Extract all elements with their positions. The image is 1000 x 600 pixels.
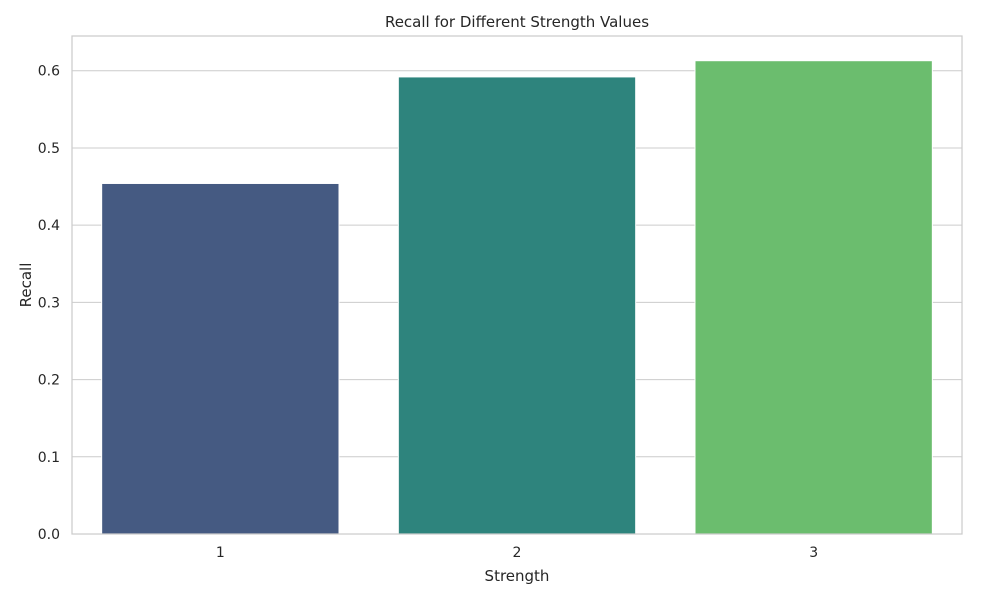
bar [694,60,933,535]
bar [397,76,637,535]
y-axis-label: Recall [17,263,35,308]
x-axis-ticks: 1 2 3 [216,545,818,561]
x-tick-label: 1 [216,545,225,561]
y-tick-label: 0.5 [38,141,60,157]
y-tick-label: 0.3 [38,295,60,311]
x-tick-label: 3 [809,545,818,561]
y-tick-label: 0.0 [38,527,60,543]
y-tick-label: 0.2 [38,373,60,389]
bar-series [101,60,933,535]
x-tick-label: 2 [513,545,522,561]
x-axis-label: Strength [485,567,550,585]
y-tick-label: 0.1 [38,450,60,466]
y-tick-label: 0.6 [38,64,60,80]
y-tick-label: 0.4 [38,218,60,234]
chart-title: Recall for Different Strength Values [385,13,649,31]
plot-frame [71,35,963,535]
y-axis-ticks: 0.0 0.1 0.2 0.3 0.4 0.5 0.6 [38,64,60,543]
bar [101,182,340,535]
